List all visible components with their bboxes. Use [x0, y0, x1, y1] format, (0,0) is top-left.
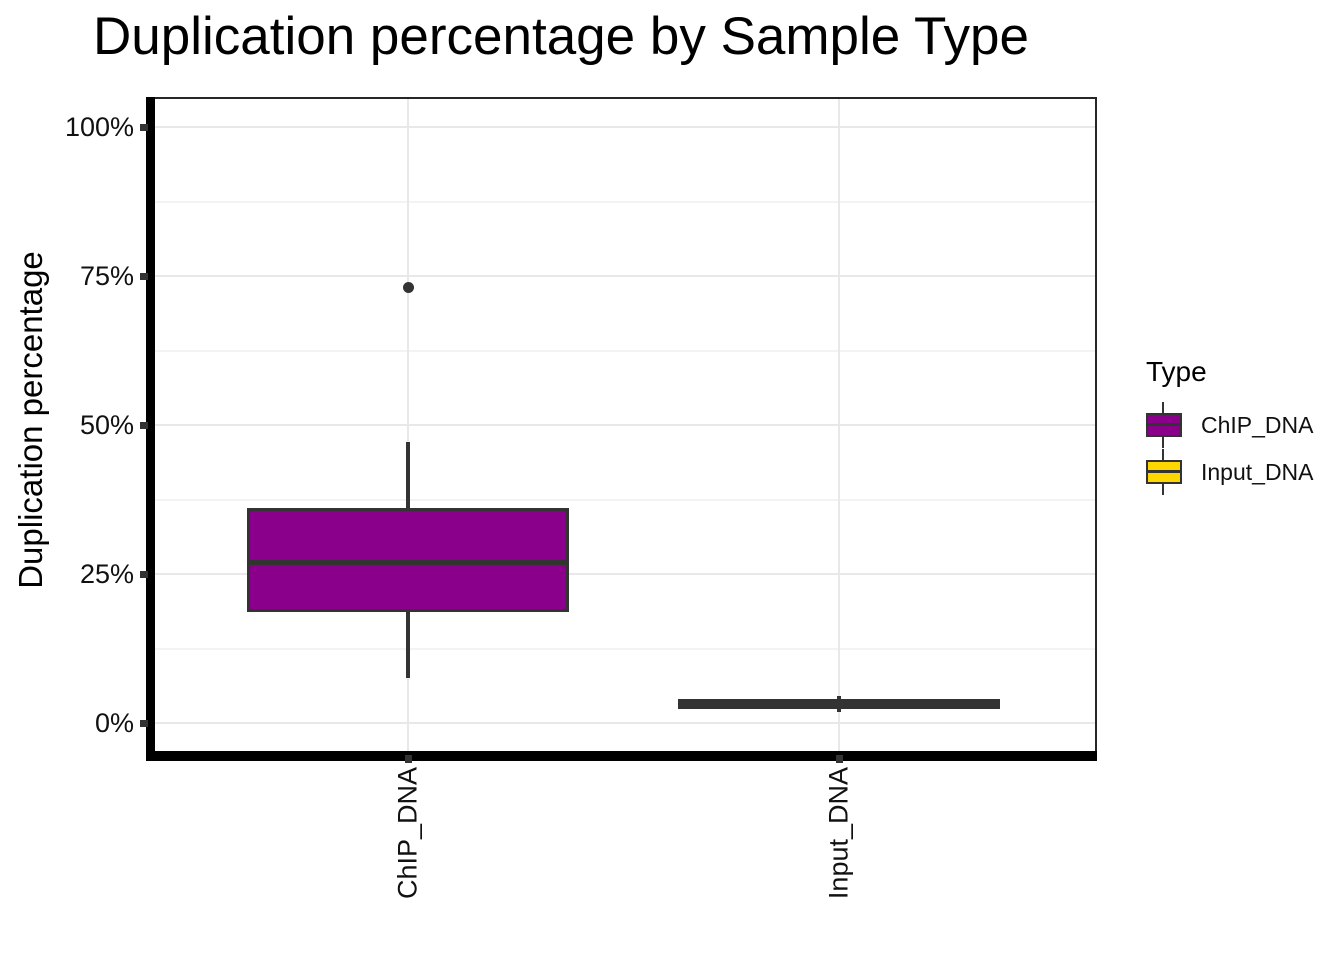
y-axis-line — [146, 97, 155, 761]
y-tick-label: 0% — [94, 708, 134, 738]
chart-title: Duplication percentage by Sample Type — [93, 7, 1029, 66]
gridline-major — [155, 275, 1095, 277]
y-tick-label: 50% — [79, 410, 134, 440]
x-tick — [836, 755, 843, 763]
y-tick — [140, 124, 148, 131]
legend-key-boxplot — [1146, 449, 1182, 495]
legend-key-median — [1146, 423, 1182, 426]
legend-title: Type — [1146, 356, 1207, 387]
gridline-major — [155, 424, 1095, 426]
legend-item: Input_DNA — [1146, 449, 1314, 496]
y-tick — [140, 273, 148, 280]
x-tick — [405, 755, 412, 763]
y-tick-label: 100% — [64, 112, 134, 142]
gridline-minor — [155, 200, 1095, 203]
y-tick-label: 25% — [79, 559, 134, 589]
y-tick — [140, 571, 148, 578]
x-gridline — [838, 99, 840, 751]
boxplot-median — [247, 560, 569, 566]
gridline-minor — [155, 647, 1095, 650]
plot-panel — [155, 97, 1095, 751]
legend-label: ChIP_DNA — [1201, 412, 1314, 438]
legend: Type ChIP_DNA Input_DNA — [1146, 356, 1314, 496]
gridline-major — [155, 126, 1095, 128]
boxplot-median — [678, 700, 1000, 706]
legend-key-median — [1146, 470, 1182, 473]
x-gridline — [407, 99, 409, 751]
legend-label: Input_DNA — [1201, 459, 1314, 485]
x-tick-label-text: Input_DNA — [823, 767, 854, 900]
y-axis-title-text: Duplication percentage — [12, 251, 49, 589]
panel-border-right — [1095, 97, 1097, 751]
y-tick — [140, 720, 148, 727]
gridline-minor — [155, 349, 1095, 352]
gridline-major — [155, 573, 1095, 575]
panel-border-top — [155, 97, 1097, 99]
y-tick — [140, 422, 148, 429]
x-axis-line — [146, 751, 1097, 761]
outlier-point — [402, 282, 414, 294]
x-tick-label-text: ChIP_DNA — [392, 767, 423, 900]
gridline-minor — [155, 498, 1095, 501]
legend-item: ChIP_DNA — [1146, 402, 1314, 449]
boxplot-box — [247, 507, 569, 613]
legend-key-boxplot — [1146, 402, 1182, 448]
gridline-major — [155, 722, 1095, 724]
y-tick-label: 75% — [79, 261, 134, 291]
legend-items: ChIP_DNA Input_DNA — [1146, 402, 1314, 496]
